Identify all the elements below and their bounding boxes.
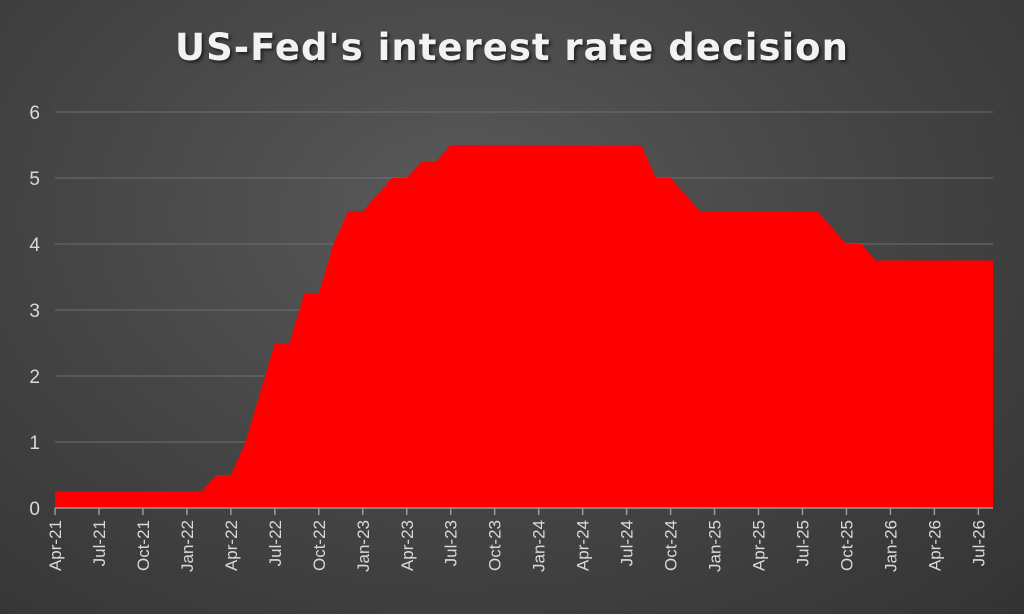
x-tick-label: Apr-21 (46, 520, 65, 571)
y-tick-label: 4 (29, 235, 40, 256)
x-tick-label: Oct-22 (310, 520, 329, 571)
x-tick-label: Jul-24 (618, 520, 637, 566)
x-tick-label: Oct-25 (837, 520, 856, 571)
x-tick-label: Oct-23 (486, 520, 505, 571)
x-tick-label: Jul-22 (266, 520, 285, 566)
chart-title: US-Fed's interest rate decision (175, 26, 849, 69)
y-tick-label: 5 (29, 169, 40, 190)
x-tick-label: Oct-24 (662, 520, 681, 571)
x-tick-label: Jan-23 (354, 520, 373, 572)
x-tick-label: Jan-22 (178, 520, 197, 572)
x-tick-labels: Apr-21 Jul-21 Oct-21 Jan-22 Apr-22 Jul-22 Oct-… (46, 520, 988, 572)
y-tick-labels: 0 1 2 3 4 5 6 (29, 103, 40, 520)
x-tick-label: Oct-21 (134, 520, 153, 571)
x-tick-label: Jul-25 (794, 520, 813, 566)
area-layer (55, 145, 993, 508)
x-tick-label: Apr-24 (574, 520, 593, 571)
y-tick-label: 2 (29, 367, 40, 388)
y-tick-label: 6 (29, 103, 40, 124)
x-tick-label: Jul-23 (442, 520, 461, 566)
x-tick-label: Jul-26 (969, 520, 988, 566)
y-tick-label: 3 (29, 301, 40, 322)
x-axis (54, 507, 993, 515)
y-tick-label: 0 (29, 499, 40, 520)
x-tick-label: Jan-24 (530, 520, 549, 572)
x-tick-label: Apr-23 (398, 520, 417, 571)
area-series-0 (55, 145, 993, 508)
x-tick-label: Jan-25 (706, 520, 725, 572)
x-tick-label: Apr-25 (750, 520, 769, 571)
x-tick-label: Apr-26 (925, 520, 944, 571)
x-tick-label: Jan-26 (881, 520, 900, 572)
y-tick-label: 1 (29, 433, 40, 454)
x-tick-label: Apr-22 (222, 520, 241, 571)
x-tick-label: Jul-21 (90, 520, 109, 566)
